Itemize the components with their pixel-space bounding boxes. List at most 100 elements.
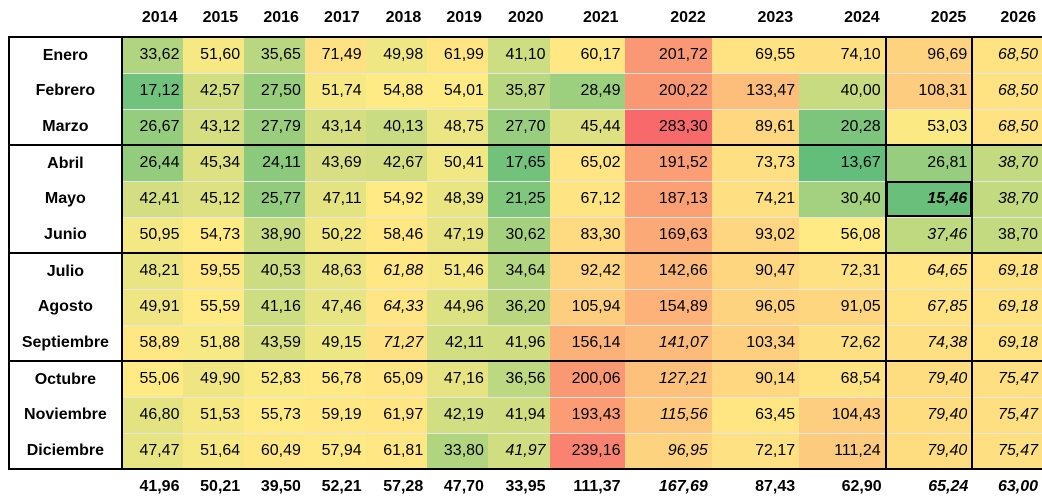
value-cell[interactable]: 27,70 <box>487 109 550 146</box>
value-cell[interactable]: 42,41 <box>121 181 184 218</box>
value-cell[interactable]: 42,57 <box>183 73 245 110</box>
value-cell[interactable]: 38,70 <box>972 217 1042 254</box>
value-cell[interactable]: 40,53 <box>244 252 305 290</box>
value-cell[interactable]: 91,05 <box>799 289 886 326</box>
value-cell[interactable]: 239,16 <box>549 433 625 470</box>
value-cell[interactable]: 108,31 <box>884 73 974 110</box>
value-cell[interactable]: 49,91 <box>121 289 184 326</box>
value-cell[interactable]: 156,14 <box>549 325 625 362</box>
value-cell[interactable]: 50,41 <box>427 144 488 182</box>
value-cell[interactable]: 68,50 <box>972 73 1042 110</box>
value-cell[interactable]: 21,25 <box>487 181 550 218</box>
value-cell[interactable]: 43,14 <box>304 109 366 146</box>
value-cell[interactable]: 61,88 <box>365 252 428 290</box>
value-cell[interactable]: 48,21 <box>121 252 184 290</box>
value-cell[interactable]: 33,80 <box>427 433 488 470</box>
value-cell[interactable]: 43,69 <box>304 144 366 182</box>
value-cell[interactable]: 64,65 <box>884 252 974 290</box>
value-cell[interactable]: 90,14 <box>711 360 800 398</box>
value-cell[interactable]: 47,11 <box>304 181 366 218</box>
value-cell[interactable]: 34,64 <box>487 252 550 290</box>
value-cell[interactable]: 200,06 <box>549 360 625 398</box>
value-cell[interactable]: 41,96 <box>487 325 550 362</box>
value-cell[interactable]: 105,94 <box>549 289 625 326</box>
value-cell[interactable]: 133,47 <box>711 73 800 110</box>
value-cell[interactable]: 75,47 <box>972 433 1042 470</box>
value-cell[interactable]: 69,18 <box>972 325 1042 362</box>
value-cell[interactable]: 42,67 <box>365 144 428 182</box>
value-cell[interactable]: 96,95 <box>624 433 712 470</box>
value-cell[interactable]: 74,10 <box>799 36 886 74</box>
value-cell[interactable]: 73,73 <box>711 144 800 182</box>
value-cell[interactable]: 24,11 <box>244 144 305 182</box>
value-cell[interactable]: 74,38 <box>884 325 974 362</box>
value-cell[interactable]: 69,18 <box>972 252 1042 290</box>
value-cell[interactable]: 59,55 <box>183 252 245 290</box>
value-cell[interactable]: 50,95 <box>121 217 184 254</box>
value-cell[interactable]: 44,96 <box>427 289 488 326</box>
value-cell[interactable]: 104,43 <box>799 397 886 434</box>
value-cell[interactable]: 56,08 <box>799 217 886 254</box>
value-cell[interactable]: 72,17 <box>711 433 800 470</box>
value-cell[interactable]: 54,92 <box>365 181 428 218</box>
value-cell[interactable]: 68,50 <box>972 109 1042 146</box>
value-cell[interactable]: 71,49 <box>304 36 366 74</box>
value-cell[interactable]: 74,21 <box>711 181 800 218</box>
value-cell[interactable]: 52,83 <box>244 360 305 398</box>
value-cell[interactable]: 103,34 <box>711 325 800 362</box>
value-cell[interactable]: 51,46 <box>427 252 488 290</box>
value-cell[interactable]: 60,49 <box>244 433 305 470</box>
value-cell[interactable]: 51,64 <box>183 433 245 470</box>
value-cell[interactable]: 60,17 <box>549 36 625 74</box>
value-cell[interactable]: 191,52 <box>624 144 712 182</box>
value-cell[interactable]: 36,56 <box>487 360 550 398</box>
value-cell[interactable]: 96,05 <box>711 289 800 326</box>
value-cell[interactable]: 61,81 <box>365 433 428 470</box>
value-cell[interactable]: 47,16 <box>427 360 488 398</box>
value-cell[interactable]: 54,88 <box>365 73 428 110</box>
value-cell[interactable]: 47,19 <box>427 217 488 254</box>
value-cell[interactable]: 283,30 <box>624 109 712 146</box>
value-cell[interactable]: 58,46 <box>365 217 428 254</box>
value-cell[interactable]: 51,88 <box>183 325 245 362</box>
value-cell[interactable]: 201,72 <box>624 36 712 74</box>
value-cell[interactable]: 26,81 <box>884 144 974 182</box>
value-cell[interactable]: 35,65 <box>244 36 305 74</box>
value-cell[interactable]: 41,10 <box>487 36 550 74</box>
value-cell[interactable]: 45,12 <box>183 181 245 218</box>
value-cell[interactable]: 63,45 <box>711 397 800 434</box>
value-cell[interactable]: 72,31 <box>799 252 886 290</box>
value-cell[interactable]: 142,66 <box>624 252 712 290</box>
value-cell[interactable]: 41,16 <box>244 289 305 326</box>
value-cell[interactable]: 200,22 <box>624 73 712 110</box>
value-cell[interactable]: 71,27 <box>365 325 428 362</box>
value-cell[interactable]: 127,21 <box>624 360 712 398</box>
value-cell[interactable]: 79,40 <box>884 433 974 470</box>
value-cell[interactable]: 47,46 <box>304 289 366 326</box>
value-cell[interactable]: 27,50 <box>244 73 305 110</box>
value-cell[interactable]: 55,73 <box>244 397 305 434</box>
value-cell[interactable]: 64,33 <box>365 289 428 326</box>
value-cell[interactable]: 48,75 <box>427 109 488 146</box>
value-cell[interactable]: 40,00 <box>799 73 886 110</box>
value-cell[interactable]: 67,12 <box>549 181 625 218</box>
value-cell[interactable]: 26,67 <box>121 109 184 146</box>
value-cell[interactable]: 38,70 <box>972 144 1042 182</box>
value-cell[interactable]: 72,62 <box>799 325 886 362</box>
value-cell[interactable]: 55,59 <box>183 289 245 326</box>
value-cell[interactable]: 187,13 <box>624 181 712 218</box>
value-cell[interactable]: 69,18 <box>972 289 1042 326</box>
value-cell[interactable]: 68,50 <box>972 36 1042 74</box>
value-cell[interactable]: 15,46 <box>884 181 974 218</box>
value-cell[interactable]: 89,61 <box>711 109 800 146</box>
value-cell[interactable]: 51,60 <box>183 36 245 74</box>
value-cell[interactable]: 33,62 <box>121 36 184 74</box>
value-cell[interactable]: 61,99 <box>427 36 488 74</box>
value-cell[interactable]: 57,94 <box>304 433 366 470</box>
value-cell[interactable]: 51,53 <box>183 397 245 434</box>
value-cell[interactable]: 56,78 <box>304 360 366 398</box>
value-cell[interactable]: 75,47 <box>972 360 1042 398</box>
value-cell[interactable]: 96,69 <box>884 36 974 74</box>
value-cell[interactable]: 50,22 <box>304 217 366 254</box>
value-cell[interactable]: 43,59 <box>244 325 305 362</box>
